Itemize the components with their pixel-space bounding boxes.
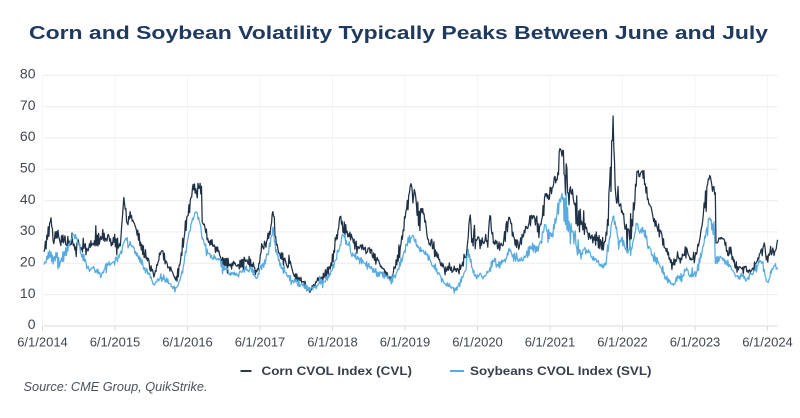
- svg-text:40: 40: [20, 191, 36, 207]
- svg-text:Corn CVOL Index (CVL): Corn CVOL Index (CVL): [262, 364, 413, 378]
- svg-text:6/1/2023: 6/1/2023: [670, 335, 721, 350]
- svg-text:6/1/2024: 6/1/2024: [742, 335, 793, 350]
- svg-text:60: 60: [20, 128, 36, 144]
- svg-text:6/1/2015: 6/1/2015: [90, 335, 141, 350]
- svg-text:20: 20: [20, 254, 36, 270]
- svg-text:6/1/2017: 6/1/2017: [235, 335, 286, 350]
- svg-text:0: 0: [28, 316, 36, 332]
- svg-text:30: 30: [20, 222, 36, 238]
- svg-text:6/1/2021: 6/1/2021: [525, 335, 576, 350]
- svg-text:6/1/2022: 6/1/2022: [597, 335, 648, 350]
- svg-text:6/1/2018: 6/1/2018: [307, 335, 358, 350]
- svg-text:70: 70: [20, 97, 36, 113]
- svg-text:Corn and Soybean Volatility Ty: Corn and Soybean Volatility Typically Pe…: [29, 22, 769, 43]
- svg-text:10: 10: [20, 285, 36, 301]
- svg-text:6/1/2020: 6/1/2020: [452, 335, 503, 350]
- svg-text:Soybeans CVOL Index (SVL): Soybeans CVOL Index (SVL): [470, 364, 652, 378]
- svg-text:Source: CME Group, QuikStrike.: Source: CME Group, QuikStrike.: [24, 380, 208, 394]
- svg-text:50: 50: [20, 159, 36, 175]
- svg-text:6/1/2019: 6/1/2019: [380, 335, 431, 350]
- svg-text:6/1/2014: 6/1/2014: [17, 335, 68, 350]
- svg-text:6/1/2016: 6/1/2016: [162, 335, 213, 350]
- svg-text:80: 80: [20, 65, 36, 81]
